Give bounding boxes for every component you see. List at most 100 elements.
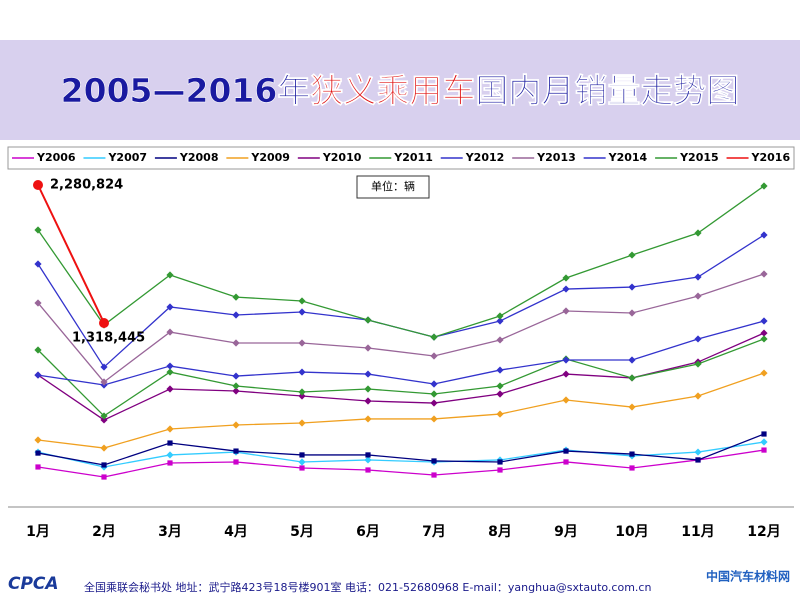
- point: [628, 374, 636, 382]
- point: [34, 346, 42, 354]
- point: [496, 317, 504, 325]
- point: [563, 459, 569, 465]
- point: [34, 260, 42, 268]
- point: [101, 462, 107, 468]
- point: [365, 452, 371, 458]
- x-tick-label: 3月: [158, 524, 182, 540]
- point: [100, 378, 108, 386]
- point: [35, 464, 41, 470]
- point: [760, 335, 768, 343]
- footer-text: 全国乘联会秘书处 地址：武宁路423号18号楼901室 电话：021-52680…: [84, 580, 651, 594]
- point: [562, 274, 570, 282]
- point: [364, 456, 372, 464]
- x-tick-label: 7月: [422, 524, 446, 540]
- point: [100, 412, 108, 420]
- legend-label: Y2010: [322, 151, 362, 164]
- point: [233, 459, 239, 465]
- x-tick-label: 5月: [290, 524, 314, 540]
- point: [34, 371, 42, 379]
- point: [562, 307, 570, 315]
- point: [629, 451, 635, 457]
- legend-label: Y2014: [608, 151, 648, 164]
- point: [760, 329, 768, 337]
- point: [298, 339, 306, 347]
- point: [298, 392, 306, 400]
- legend-label: Y2012: [465, 151, 505, 164]
- chart-title: 2005—2016年狭义乘用车国内月销量走势图: [61, 71, 740, 110]
- point: [496, 336, 504, 344]
- point: [562, 356, 570, 364]
- legend-label: Y2011: [393, 151, 433, 164]
- point: [496, 410, 504, 418]
- point: [166, 303, 174, 311]
- legend: [7, 146, 795, 170]
- unit-box: [356, 175, 430, 199]
- point: [232, 293, 240, 301]
- point: [99, 317, 109, 328]
- x-tick-label: 9月: [554, 524, 578, 540]
- point: [694, 335, 702, 343]
- point: [562, 370, 570, 378]
- point: [232, 311, 240, 319]
- footer: [0, 568, 800, 600]
- series-line: [37, 338, 765, 417]
- point: [35, 450, 41, 456]
- point: [298, 297, 306, 305]
- point: [298, 419, 306, 427]
- point: [364, 415, 372, 423]
- x-tick-label: 10月: [615, 524, 648, 540]
- point: [33, 180, 43, 190]
- point: [694, 229, 702, 237]
- point: [496, 382, 504, 390]
- point: [364, 316, 372, 324]
- x-tick-label: 2月: [92, 524, 116, 540]
- point: [497, 467, 503, 473]
- title-part: 狭义乘用车: [310, 71, 475, 110]
- point: [760, 182, 768, 190]
- point: [298, 458, 306, 466]
- point: [628, 251, 636, 259]
- point: [760, 438, 768, 446]
- point: [364, 397, 372, 405]
- legend-label: Y2016: [751, 151, 791, 164]
- point: [431, 472, 437, 478]
- series-line: [37, 184, 105, 324]
- legend-label: Y2008: [179, 151, 219, 164]
- legend-label: Y2006: [36, 151, 76, 164]
- point: [430, 390, 438, 398]
- legend-label: Y2013: [536, 151, 576, 164]
- point: [364, 370, 372, 378]
- title-part: 2005—2016年: [61, 71, 311, 110]
- title-part: 国内月销量走势图: [475, 71, 739, 110]
- legend-label: Y2009: [250, 151, 290, 164]
- data-label: 1,318,445: [72, 330, 145, 345]
- point: [496, 312, 504, 320]
- x-tick-label: 11月: [681, 524, 714, 540]
- point: [430, 380, 438, 388]
- point: [232, 387, 240, 395]
- legend-label: Y2007: [107, 151, 147, 164]
- point: [167, 460, 173, 466]
- point: [430, 333, 438, 341]
- title-band: [0, 40, 800, 140]
- x-tick-label: 8月: [488, 524, 512, 540]
- point: [34, 226, 42, 234]
- point: [628, 309, 636, 317]
- series-line: [37, 372, 765, 449]
- point: [694, 292, 702, 300]
- point: [628, 283, 636, 291]
- point: [694, 360, 702, 368]
- point: [166, 451, 174, 459]
- point: [232, 372, 240, 380]
- point: [365, 467, 371, 473]
- point: [430, 415, 438, 423]
- x-tick-label: 6月: [356, 524, 380, 540]
- point: [298, 308, 306, 316]
- point: [101, 474, 107, 480]
- point: [166, 425, 174, 433]
- point: [298, 388, 306, 396]
- unit-note: 单位：辆: [371, 179, 415, 193]
- point: [695, 457, 701, 463]
- point: [629, 465, 635, 471]
- series-line: [37, 433, 765, 466]
